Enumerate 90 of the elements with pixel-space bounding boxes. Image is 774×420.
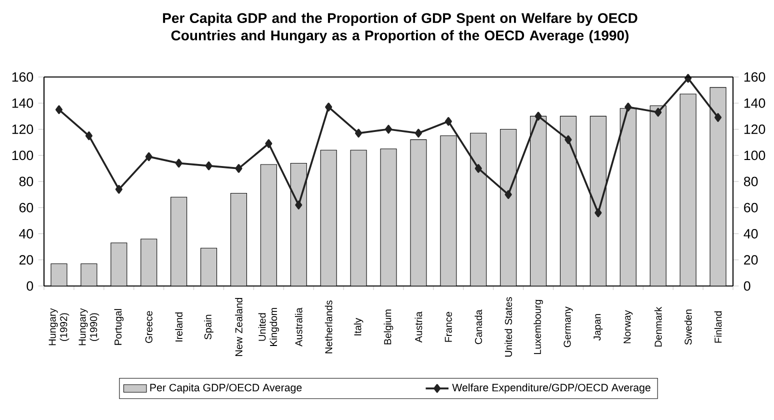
y2-tick-label: 0 (744, 281, 750, 291)
y2-tick-label: 20 (744, 255, 758, 265)
x-tick-label: Netherlands (324, 300, 332, 354)
point (444, 117, 452, 126)
x-tick-label: France (444, 312, 452, 342)
point (384, 124, 392, 134)
bar (170, 196, 188, 286)
point (624, 102, 632, 112)
bar (620, 108, 636, 286)
x-tick-label: Canada (474, 310, 482, 344)
x-tick-label: United Kingdom (258, 308, 279, 346)
y-tick-label: 140 (12, 98, 34, 108)
point (235, 164, 242, 173)
bar (140, 238, 158, 286)
x-tick-label: Spain (204, 314, 214, 340)
y2-tick-label: 160 (744, 72, 766, 82)
x-tick-label: New Zealand (235, 298, 242, 356)
bar (80, 264, 98, 286)
x-tick-label: Sweden (684, 310, 692, 345)
point (355, 128, 362, 138)
x-tick-label: Austria (414, 311, 422, 343)
x-tick-label: Denmark (654, 306, 662, 347)
bar (230, 192, 247, 286)
x-tick-label: Hungary (1992) (48, 308, 70, 346)
point (684, 74, 692, 83)
point (504, 190, 512, 199)
point (714, 113, 722, 122)
x-tick-label: Greece (145, 311, 152, 343)
bar (560, 116, 577, 286)
bar (290, 162, 307, 286)
bar (200, 248, 218, 286)
bar (320, 150, 337, 286)
bar (650, 105, 666, 286)
x-tick-label: Belgium (384, 310, 394, 344)
point (295, 200, 302, 210)
x-tick-label: Portugal (114, 309, 124, 345)
point (474, 164, 482, 173)
y-tick-label: 120 (12, 124, 34, 134)
bar (380, 148, 397, 286)
bar (500, 128, 517, 286)
y2-tick-label: 40 (744, 229, 758, 238)
point (115, 184, 122, 194)
x-tick-label: Finland (714, 311, 722, 343)
bar (350, 150, 367, 286)
point (534, 112, 542, 121)
y-tick-label: 80 (19, 176, 34, 186)
y2-tick-label: 60 (744, 202, 758, 212)
chart-title: Per Capita GDP and the Proportion of GDP Spent on Welfare by OECD Countries and Hungary as a Proportion of the OECD Average (1990) (163, 12, 638, 44)
x-tick-label: Japan (594, 314, 603, 341)
x-tick-label: Australia (294, 308, 302, 346)
y-tick-label: 100 (12, 150, 34, 160)
y-tick-label: 60 (19, 202, 34, 212)
x-tick-label: Norway (624, 310, 633, 344)
x-tick-label: Luxembourg (534, 300, 543, 354)
bar (440, 136, 457, 286)
bar (50, 264, 68, 286)
x-tick-label: United States (504, 297, 512, 357)
bar (470, 132, 487, 286)
bar (410, 139, 427, 286)
x-tick-label: Ireland (175, 312, 182, 342)
legend-label: Per Capita GDP/OECD Average (150, 384, 302, 394)
bar (260, 164, 277, 286)
legend-label: Welfare Expenditure/GDP/OECD Average (452, 384, 650, 394)
x-tick-label: Hungary (1990) (78, 308, 100, 346)
point (55, 105, 63, 114)
bar (710, 87, 726, 286)
x-tick-label: Germany (564, 306, 573, 348)
point (414, 128, 422, 138)
y-tick-label: 20 (19, 255, 34, 265)
y2-tick-label: 100 (744, 150, 766, 160)
y-tick-label: 0 (26, 281, 34, 291)
point (325, 102, 332, 112)
point (205, 161, 212, 170)
bar (530, 116, 547, 286)
point (175, 158, 182, 168)
y2-tick-label: 140 (744, 98, 766, 108)
point (265, 139, 272, 148)
point (594, 208, 602, 218)
point (145, 152, 152, 162)
y-tick-label: 160 (12, 72, 34, 82)
x-tick-label: Italy (354, 318, 364, 336)
point (85, 131, 92, 140)
y2-tick-label: 120 (744, 124, 766, 134)
point (564, 135, 572, 144)
point (654, 108, 662, 117)
bar (680, 94, 696, 286)
bar (110, 242, 128, 286)
y2-tick-label: 80 (744, 176, 758, 186)
bar (590, 116, 606, 286)
y-tick-label: 40 (19, 229, 34, 238)
